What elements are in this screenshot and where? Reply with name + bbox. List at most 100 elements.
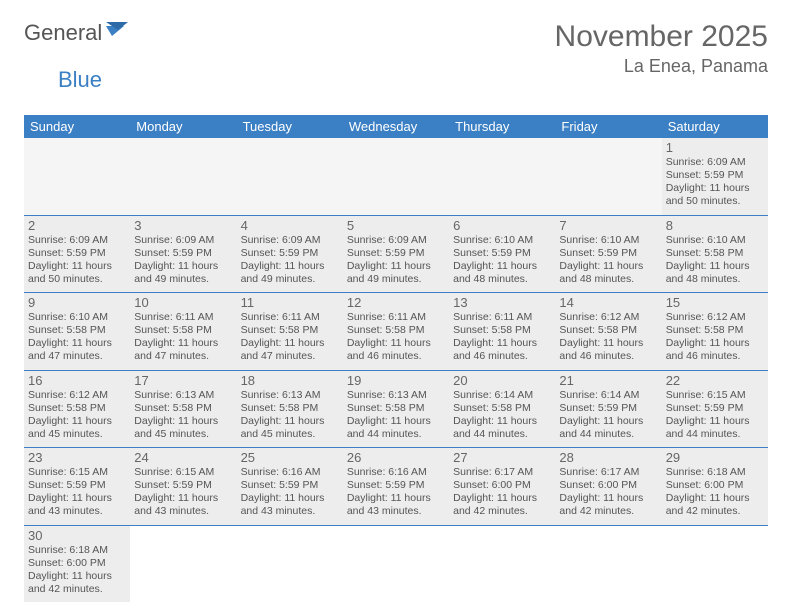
calendar-day-empty <box>449 138 555 215</box>
day-info-line: Sunrise: 6:15 AM <box>134 466 232 479</box>
day-info-line: Sunrise: 6:14 AM <box>453 389 551 402</box>
calendar-week: 23 Sunrise: 6:15 AM Sunset: 5:59 PM Dayligh… <box>24 448 768 526</box>
calendar-day: 17Sunrise: 6:13 AMSunset: 5:58 PMDayligh… <box>130 370 236 448</box>
day-info-line: Sunset: 6:00 PM <box>666 479 764 492</box>
day-info-line: Daylight: 11 hours <box>134 337 232 350</box>
day-info-line: and 45 minutes. <box>241 428 339 441</box>
day-info-line: Daylight: 11 hours <box>453 415 551 428</box>
day-info-line: Daylight: 11 hours <box>453 492 551 505</box>
calendar-week: 9Sunrise: 6:10 AMSunset: 5:58 PMDaylight… <box>24 293 768 371</box>
day-number: 26 <box>347 450 445 465</box>
day-info-line: Daylight: 11 hours <box>241 260 339 273</box>
day-info-line: and 44 minutes. <box>666 428 764 441</box>
day-info-line: Sunset: 5:59 PM <box>28 479 126 492</box>
day-number: 28 <box>559 450 657 465</box>
day-info-line: Daylight: 11 hours <box>559 415 657 428</box>
calendar-day: 5Sunrise: 6:09 AMSunset: 5:59 PMDaylight… <box>343 215 449 293</box>
calendar-day-empty <box>130 525 236 602</box>
calendar-day: 29Sunrise: 6:18 AMSunset: 6:00 PMDayligh… <box>662 448 768 526</box>
page-title: November 2025 <box>555 20 768 54</box>
calendar-day: 15Sunrise: 6:12 AMSunset: 5:58 PMDayligh… <box>662 293 768 371</box>
calendar-day: 19Sunrise: 6:13 AMSunset: 5:58 PMDayligh… <box>343 370 449 448</box>
day-info-line: Sunset: 5:58 PM <box>134 402 232 415</box>
day-number: 6 <box>453 218 551 233</box>
day-number: 24 <box>134 450 232 465</box>
logo-text-2: Blue <box>58 67 102 92</box>
day-info-line: Sunset: 5:58 PM <box>559 324 657 337</box>
day-info-line: Sunset: 5:58 PM <box>241 324 339 337</box>
day-info-line: Sunset: 5:59 PM <box>666 169 764 182</box>
calendar-day: 24Sunrise: 6:15 AMSunset: 5:59 PMDayligh… <box>130 448 236 526</box>
calendar-day-empty <box>555 525 661 602</box>
day-number: 19 <box>347 373 445 388</box>
day-info-line: Sunset: 6:00 PM <box>28 557 126 570</box>
day-header: Monday <box>130 115 236 138</box>
day-info-line: and 44 minutes. <box>453 428 551 441</box>
day-info-line: Sunrise: 6:13 AM <box>347 389 445 402</box>
calendar-day: 6Sunrise: 6:10 AMSunset: 5:59 PMDaylight… <box>449 215 555 293</box>
day-info-line: Sunset: 5:59 PM <box>453 247 551 260</box>
day-info-line: Sunrise: 6:17 AM <box>559 466 657 479</box>
day-info-line: Sunset: 5:59 PM <box>559 247 657 260</box>
day-info-line: Sunrise: 6:18 AM <box>28 544 126 557</box>
day-info-line: Sunrise: 6:09 AM <box>666 156 764 169</box>
day-number: 21 <box>559 373 657 388</box>
day-info-line: and 43 minutes. <box>347 505 445 518</box>
day-info-line: Sunrise: 6:11 AM <box>134 311 232 324</box>
calendar-day: 13Sunrise: 6:11 AMSunset: 5:58 PMDayligh… <box>449 293 555 371</box>
day-info-line: Sunrise: 6:16 AM <box>347 466 445 479</box>
day-info-line: Daylight: 11 hours <box>241 415 339 428</box>
calendar-week: 2Sunrise: 6:09 AMSunset: 5:59 PMDaylight… <box>24 215 768 293</box>
day-info-line: Sunset: 5:58 PM <box>347 324 445 337</box>
day-info-line: Sunset: 5:58 PM <box>28 324 126 337</box>
day-info-line: Sunrise: 6:09 AM <box>347 234 445 247</box>
day-info-line: Daylight: 11 hours <box>666 182 764 195</box>
day-info-line: Daylight: 11 hours <box>347 415 445 428</box>
day-number: 8 <box>666 218 764 233</box>
calendar-day: 12Sunrise: 6:11 AMSunset: 5:58 PMDayligh… <box>343 293 449 371</box>
day-info-line: Sunrise: 6:12 AM <box>666 311 764 324</box>
day-info-line: Daylight: 11 hours <box>559 260 657 273</box>
day-header: Saturday <box>662 115 768 138</box>
day-info-line: Sunset: 5:58 PM <box>666 324 764 337</box>
calendar-day-empty <box>130 138 236 215</box>
calendar-day: 25Sunrise: 6:16 AMSunset: 5:59 PMDayligh… <box>237 448 343 526</box>
day-header: Thursday <box>449 115 555 138</box>
day-number: 29 <box>666 450 764 465</box>
calendar-week: 1Sunrise: 6:09 AMSunset: 5:59 PMDaylight… <box>24 138 768 215</box>
day-info-line: Sunrise: 6:13 AM <box>134 389 232 402</box>
day-info-line: Sunset: 5:58 PM <box>28 402 126 415</box>
day-info-line: Daylight: 11 hours <box>666 492 764 505</box>
calendar-table: SundayMondayTuesdayWednesdayThursdayFrid… <box>24 115 768 602</box>
day-info-line: Sunrise: 6:10 AM <box>559 234 657 247</box>
day-number: 23 <box>28 450 126 465</box>
day-info-line: Daylight: 11 hours <box>28 337 126 350</box>
day-info-line: and 45 minutes. <box>134 428 232 441</box>
day-info-line: Sunrise: 6:09 AM <box>241 234 339 247</box>
day-info-line: and 42 minutes. <box>666 505 764 518</box>
calendar-day: 1Sunrise: 6:09 AMSunset: 5:59 PMDaylight… <box>662 138 768 215</box>
day-info-line: Daylight: 11 hours <box>134 260 232 273</box>
day-info-line: and 49 minutes. <box>134 273 232 286</box>
day-info-line: Daylight: 11 hours <box>559 492 657 505</box>
calendar-day: 18Sunrise: 6:13 AMSunset: 5:58 PMDayligh… <box>237 370 343 448</box>
day-header: Sunday <box>24 115 130 138</box>
calendar-day: 26Sunrise: 6:16 AMSunset: 5:59 PMDayligh… <box>343 448 449 526</box>
day-number: 12 <box>347 295 445 310</box>
day-number: 30 <box>28 528 126 543</box>
day-info-line: Daylight: 11 hours <box>666 260 764 273</box>
calendar-day: 20Sunrise: 6:14 AMSunset: 5:58 PMDayligh… <box>449 370 555 448</box>
calendar-day: 7Sunrise: 6:10 AMSunset: 5:59 PMDaylight… <box>555 215 661 293</box>
day-info-line: Sunset: 5:58 PM <box>241 402 339 415</box>
logo-text-1: General <box>24 20 102 46</box>
calendar-day-empty <box>343 138 449 215</box>
day-info-line: Daylight: 11 hours <box>453 260 551 273</box>
day-info-line: Daylight: 11 hours <box>241 492 339 505</box>
day-number: 3 <box>134 218 232 233</box>
flag-icon <box>106 22 130 45</box>
day-info-line: Daylight: 11 hours <box>453 337 551 350</box>
day-info-line: Sunrise: 6:10 AM <box>453 234 551 247</box>
day-number: 11 <box>241 295 339 310</box>
day-info-line: Sunrise: 6:11 AM <box>347 311 445 324</box>
day-header: Friday <box>555 115 661 138</box>
